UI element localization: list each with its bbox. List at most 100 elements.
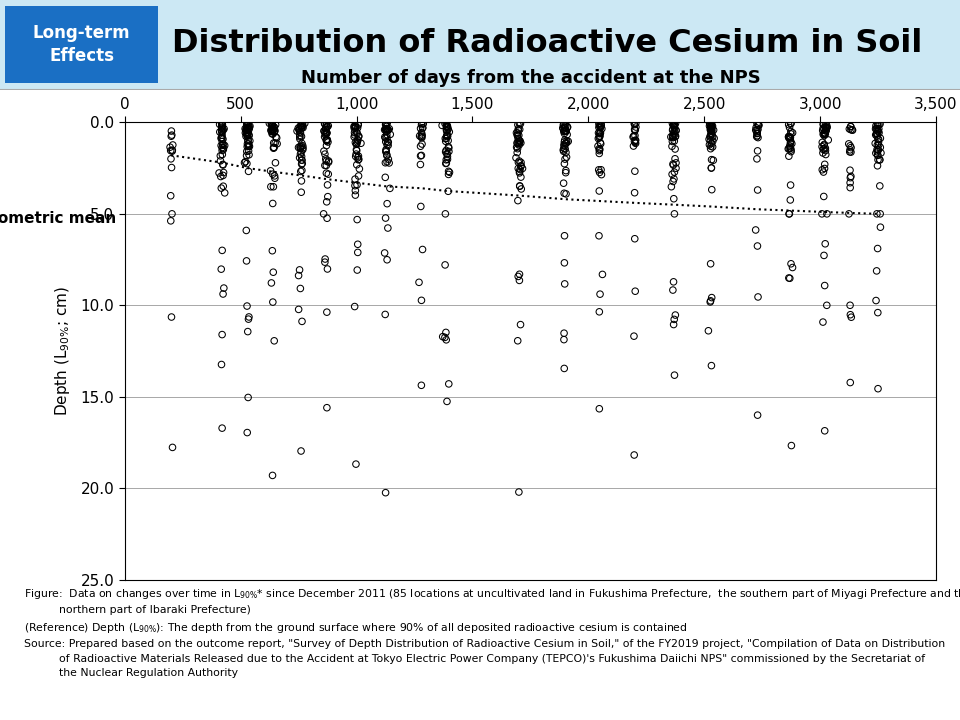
Point bbox=[349, 136, 365, 148]
Point bbox=[348, 144, 364, 156]
Point bbox=[511, 123, 526, 135]
Point bbox=[666, 127, 682, 139]
Point bbox=[317, 131, 332, 143]
Point bbox=[816, 140, 831, 151]
Point bbox=[265, 245, 280, 256]
Point bbox=[435, 331, 450, 343]
Point bbox=[319, 156, 334, 167]
Point bbox=[440, 130, 455, 141]
Point bbox=[557, 230, 572, 241]
Point bbox=[782, 143, 798, 154]
Point bbox=[844, 142, 859, 153]
Point bbox=[239, 117, 254, 129]
Point bbox=[842, 123, 857, 135]
Point bbox=[559, 125, 574, 137]
Point bbox=[818, 117, 833, 129]
Point bbox=[873, 142, 888, 153]
Point bbox=[557, 140, 572, 152]
Point bbox=[783, 440, 799, 451]
Point bbox=[512, 167, 527, 179]
Point bbox=[815, 143, 830, 155]
Point bbox=[439, 131, 454, 143]
Point bbox=[593, 120, 609, 131]
Point bbox=[214, 127, 229, 138]
Point bbox=[217, 187, 232, 199]
Point bbox=[214, 329, 229, 341]
Point bbox=[512, 180, 527, 192]
Point bbox=[164, 130, 180, 141]
Point bbox=[783, 146, 799, 158]
Point bbox=[294, 150, 309, 162]
Point bbox=[750, 126, 765, 138]
Point bbox=[667, 208, 683, 220]
Point bbox=[215, 133, 230, 145]
Point bbox=[841, 138, 856, 150]
Point bbox=[350, 152, 366, 163]
Point bbox=[704, 120, 719, 132]
Point bbox=[843, 171, 858, 182]
Point bbox=[438, 208, 453, 220]
Point bbox=[294, 165, 309, 176]
Point bbox=[782, 140, 798, 152]
Point bbox=[267, 125, 282, 137]
Point bbox=[868, 138, 883, 149]
Point bbox=[556, 145, 571, 157]
Point bbox=[439, 334, 454, 346]
Point bbox=[378, 144, 394, 156]
Point bbox=[240, 122, 255, 134]
Point bbox=[514, 157, 529, 168]
Point bbox=[666, 173, 682, 184]
Point bbox=[349, 122, 365, 134]
Point bbox=[214, 423, 229, 434]
Point bbox=[667, 125, 683, 137]
Point bbox=[165, 139, 180, 150]
Point bbox=[592, 120, 608, 132]
Point bbox=[815, 137, 830, 148]
Point bbox=[750, 118, 765, 130]
Point bbox=[294, 120, 309, 132]
Point bbox=[265, 124, 280, 135]
Point bbox=[626, 330, 641, 342]
Point bbox=[514, 183, 529, 194]
Point bbox=[164, 145, 180, 156]
Point bbox=[319, 168, 334, 179]
Point bbox=[558, 125, 573, 137]
Point bbox=[414, 119, 429, 130]
Point bbox=[319, 135, 334, 146]
Point bbox=[378, 124, 394, 135]
Point bbox=[413, 201, 428, 212]
Point bbox=[665, 130, 681, 141]
Point bbox=[783, 258, 799, 269]
Point bbox=[215, 170, 230, 181]
Point bbox=[295, 154, 310, 166]
Point bbox=[377, 247, 393, 258]
Point bbox=[240, 122, 255, 133]
Point bbox=[560, 129, 575, 140]
Point bbox=[815, 125, 830, 136]
Point bbox=[164, 311, 180, 323]
Point bbox=[240, 130, 255, 141]
Point bbox=[559, 137, 574, 148]
Point bbox=[785, 262, 801, 274]
Point bbox=[242, 122, 257, 133]
Point bbox=[628, 117, 643, 129]
Point bbox=[241, 123, 256, 135]
Point bbox=[351, 153, 367, 165]
Point bbox=[510, 335, 525, 346]
Point bbox=[591, 306, 607, 318]
Point bbox=[557, 257, 572, 269]
Point bbox=[381, 157, 396, 168]
Point bbox=[378, 146, 394, 158]
Point bbox=[349, 138, 365, 150]
Point bbox=[440, 396, 455, 408]
Point bbox=[557, 136, 572, 148]
Point bbox=[348, 148, 364, 160]
Point bbox=[265, 118, 280, 130]
Point bbox=[510, 143, 525, 154]
Point bbox=[263, 165, 278, 176]
Point bbox=[378, 212, 394, 224]
Point bbox=[378, 123, 394, 135]
Point bbox=[348, 121, 363, 132]
Point bbox=[350, 154, 366, 166]
Point bbox=[440, 130, 455, 142]
